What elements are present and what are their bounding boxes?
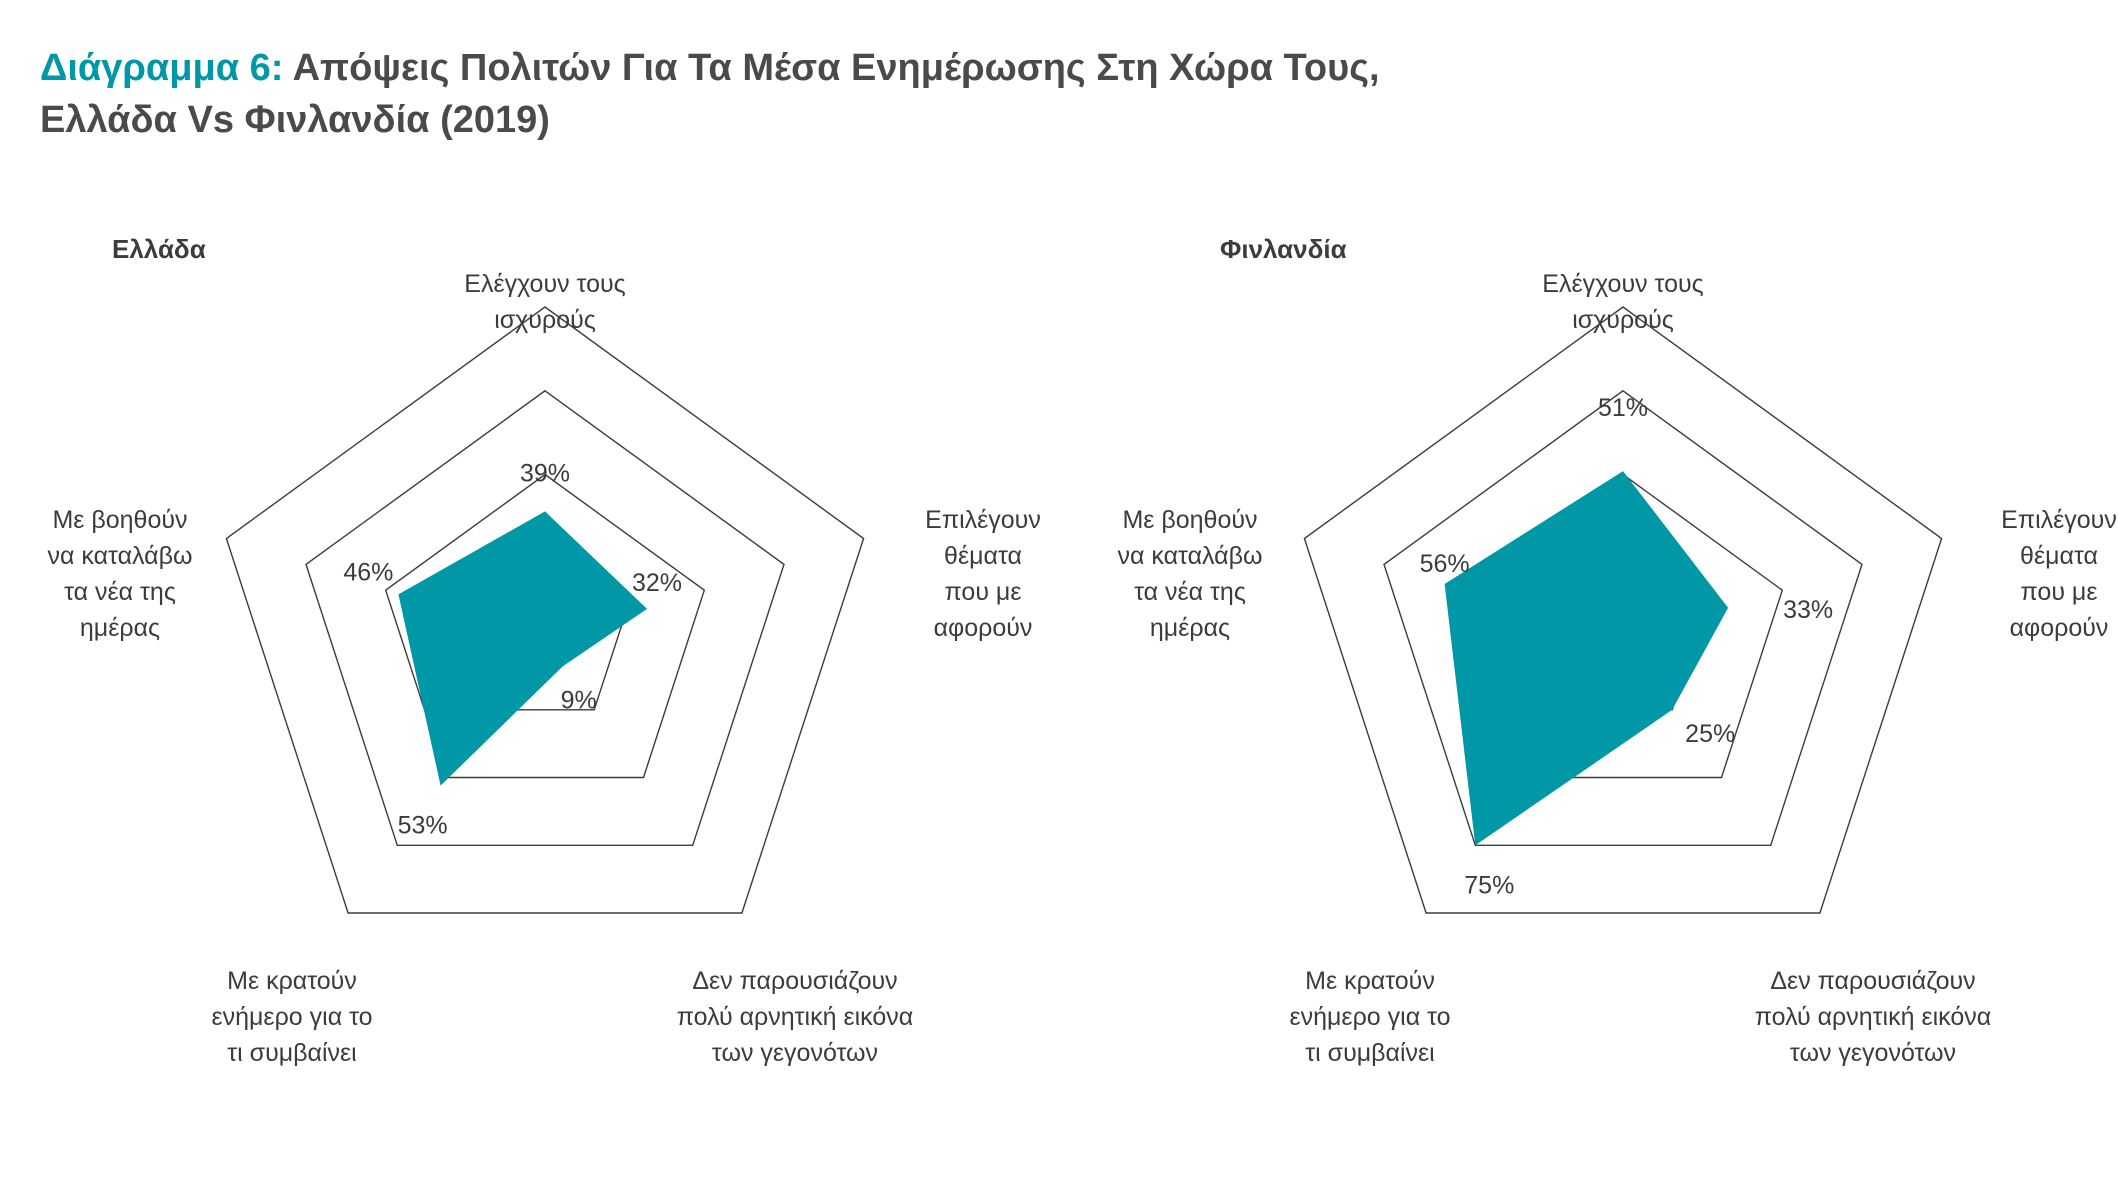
value-label-finland-4: 56% [1420, 550, 1470, 578]
axis-label-line: Με κρατούν [1305, 967, 1435, 995]
axis-label-line: αφορούν [2010, 614, 2109, 642]
value-label-greece-3: 53% [398, 812, 448, 840]
axis-label-line: να καταλάβω [48, 542, 193, 570]
axis-label-finland-1: Επιλέγουν θέματα που με αφορούν [2001, 506, 2117, 642]
axis-label-finland-3: Με κρατούν ενήμερο για το τι συμβαίνει [1289, 967, 1450, 1067]
axis-label-line: Επιλέγουν [2001, 506, 2117, 534]
panel-title-greece: Ελλάδα [112, 234, 206, 264]
axis-label-finland-0: Ελέγχουν τους ισχυρούς [1542, 270, 1703, 334]
axis-label-greece-0: Ελέγχουν τους ισχυρούς [464, 270, 625, 334]
axis-label-line: πολύ αρνητική εικόνα [677, 1003, 913, 1031]
axis-label-line: θέματα [944, 542, 1022, 570]
axis-label-greece-3: Με κρατούν ενήμερο για το τι συμβαίνει [211, 967, 372, 1067]
axis-label-greece-1: Επιλέγουν θέματα που με αφορούν [925, 506, 1041, 642]
panel-title-finland: Φινλανδία [1220, 234, 1347, 264]
value-label-greece-4: 46% [343, 558, 393, 586]
axis-label-line: ενήμερο για το [1289, 1003, 1450, 1031]
axis-label-line: ισχυρούς [1572, 306, 1674, 334]
axis-label-line: ισχυρούς [494, 306, 596, 334]
axis-label-finland-4: Με βοηθούν να καταλάβω τα νέα της ημέρας [1118, 506, 1263, 642]
radar-panel-greece: Ελλάδα 39% 32% 9% 53% 46% Ελέγχουν τους ισχυρού… [48, 234, 1041, 1067]
value-label-finland-0: 51% [1598, 394, 1648, 422]
axis-label-line: Ελέγχουν τους [1542, 270, 1703, 298]
axis-label-line: τι συμβαίνει [1305, 1039, 1434, 1067]
data-area-greece [398, 511, 647, 786]
value-label-greece-2: 9% [561, 686, 597, 714]
axis-label-line: Δεν παρουσιάζουν [1770, 967, 1975, 995]
axis-label-line: να καταλάβω [1118, 542, 1263, 570]
axis-label-line: τι συμβαίνει [227, 1039, 356, 1067]
axis-label-line: που με [945, 578, 1022, 606]
value-label-finland-3: 75% [1464, 871, 1514, 899]
value-label-finland-1: 33% [1783, 596, 1833, 624]
chart-title-main: Απόψεις Πολιτών Για Τα Μέσα Ενημέρωσης Σ… [292, 47, 1380, 89]
axis-label-line: Επιλέγουν [925, 506, 1041, 534]
chart-title-line2: Ελλάδα Vs Φινλανδία (2019) [40, 99, 550, 141]
axis-label-greece-4: Με βοηθούν να καταλάβω τα νέα της ημέρας [48, 506, 193, 642]
axis-label-line: θέματα [2020, 542, 2098, 570]
axis-label-line: ενήμερο για το [211, 1003, 372, 1031]
grid-ring-3 [1383, 389, 1863, 846]
chart-title-prefix: Διάγραμμα 6: [40, 47, 284, 89]
data-area-finland [1444, 471, 1729, 846]
axis-label-line: Με βοηθούν [52, 506, 187, 534]
axis-label-line: των γεγονότων [712, 1039, 878, 1067]
axis-label-line: Δεν παρουσιάζουν [692, 967, 897, 995]
grid-ring-2 [384, 473, 706, 779]
axis-label-finland-2: Δεν παρουσιάζουν πολύ αρνητική εικόνα των … [1755, 967, 1991, 1067]
axis-label-line: αφορούν [934, 614, 1033, 642]
axis-label-line: πολύ αρνητική εικόνα [1755, 1003, 1991, 1031]
chart-title: Διάγραμμα 6: Απόψεις Πολιτών Για Τα Μέσα… [40, 42, 1380, 146]
grid-ring-4 [225, 306, 865, 914]
grid-ring-4 [1303, 306, 1943, 914]
axis-label-line: Ελέγχουν τους [464, 270, 625, 298]
value-label-finland-2: 25% [1685, 720, 1735, 748]
axis-label-line: των γεγονότων [1790, 1039, 1956, 1067]
value-label-greece-0: 39% [520, 459, 570, 487]
axis-label-greece-2: Δεν παρουσιάζουν πολύ αρνητική εικόνα των … [677, 967, 913, 1067]
value-label-greece-1: 32% [632, 569, 682, 597]
grid-ring-3 [305, 389, 785, 846]
chart-title-line1: Διάγραμμα 6: Απόψεις Πολιτών Για Τα Μέσα… [40, 42, 1380, 94]
axis-label-line: Με κρατούν [227, 967, 357, 995]
axis-label-line: ημέρας [1150, 614, 1230, 642]
axis-label-line: τα νέα της [64, 578, 176, 606]
axis-label-line: ημέρας [80, 614, 160, 642]
axis-label-line: Με βοηθούν [1122, 506, 1257, 534]
axis-label-line: που με [2021, 578, 2098, 606]
axis-label-line: τα νέα της [1134, 578, 1246, 606]
radar-panel-finland: Φινλανδία 51% 33% 25% 75% 56% Ελέγχουν τους ισχ… [1118, 234, 2117, 1067]
